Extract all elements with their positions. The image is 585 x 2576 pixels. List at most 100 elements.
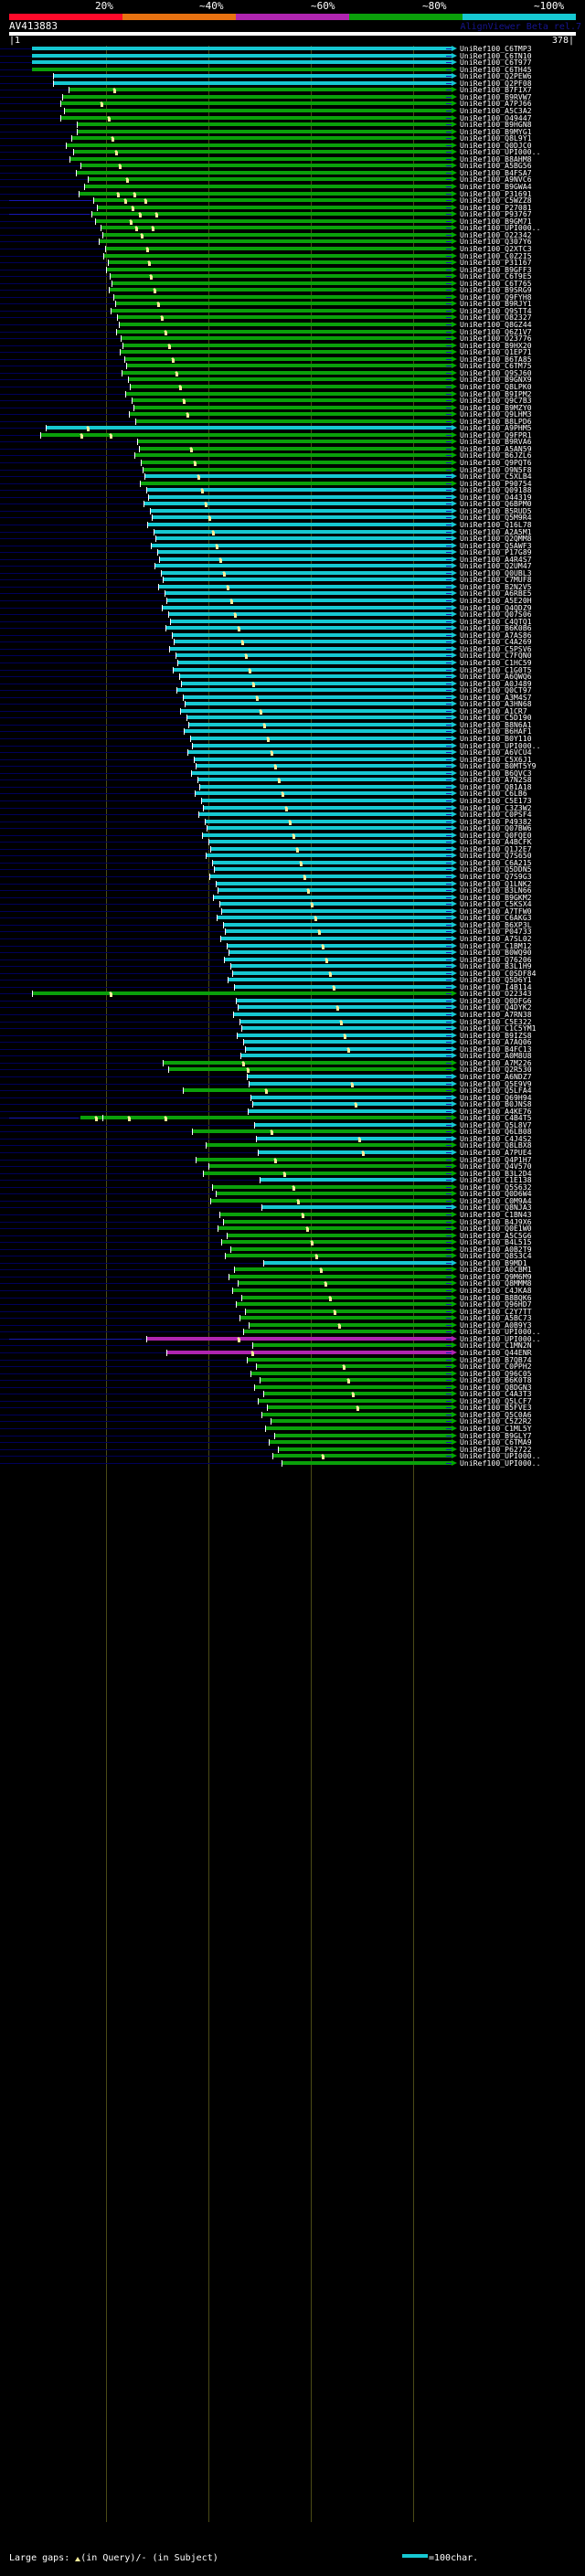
alignment-row[interactable]: UniRef100_A7TFW0 — [0, 907, 585, 916]
subject-label[interactable]: UniRef100_Q5D6Y1 — [460, 976, 532, 985]
subject-label[interactable]: UniRef100_Q5LFA4 — [460, 1087, 532, 1096]
subject-label[interactable]: UniRef100_P04733 — [460, 928, 532, 937]
subject-label[interactable]: UniRef100_B9HX20 — [460, 341, 532, 350]
subject-label[interactable]: UniRef100_P49382 — [460, 817, 532, 826]
alignment-row[interactable]: UniRef100_A3M4S7 — [0, 694, 585, 702]
hsp-bar[interactable] — [180, 708, 452, 713]
subject-label[interactable]: UniRef100_A7PJ66 — [460, 100, 532, 109]
subject-label[interactable]: UniRef100_Q07BW6 — [460, 824, 532, 833]
subject-label[interactable]: UniRef100_B8AHM8 — [460, 154, 532, 164]
hsp-bar[interactable] — [219, 902, 452, 906]
hsp-bar[interactable] — [66, 143, 452, 147]
subject-label[interactable]: UniRef100_Q7S650 — [460, 852, 532, 861]
alignment-row[interactable]: UniRef100_Q0CT97 — [0, 686, 585, 694]
subject-label[interactable]: UniRef100_Q69H94 — [460, 1093, 532, 1102]
hsp-bar[interactable] — [122, 370, 452, 375]
hsp-bar[interactable] — [147, 522, 452, 526]
subject-label[interactable]: UniRef100_O82327 — [460, 313, 532, 323]
hsp-bar[interactable] — [168, 1067, 452, 1072]
alignment-row[interactable]: UniRef100_C0PSF4 — [0, 811, 585, 819]
alignment-row[interactable]: UniRef100_C1BN43 — [0, 1211, 585, 1219]
hsp-bar[interactable] — [230, 1246, 452, 1251]
alignment-row[interactable]: UniRef100_Q07S06 — [0, 610, 585, 619]
subject-label[interactable]: UniRef100_Q0UBL3 — [460, 568, 532, 578]
alignment-row[interactable]: UniRef100_A6RBE5 — [0, 589, 585, 599]
subject-label[interactable]: UniRef100_Q1LNK2 — [460, 879, 532, 888]
hsp-bar[interactable] — [165, 626, 452, 631]
subject-label[interactable]: UniRef100_A6QWQ6 — [460, 673, 532, 682]
subject-label[interactable]: UniRef100_Q8MMM8 — [460, 1279, 532, 1288]
hsp-bar[interactable] — [80, 1116, 452, 1120]
subject-label[interactable]: UniRef100_O23776 — [460, 334, 532, 344]
hsp-bar[interactable] — [243, 1040, 452, 1044]
hsp-bar[interactable] — [199, 784, 452, 789]
alignment-row[interactable]: UniRef100_Q8LPK0 — [0, 383, 585, 391]
alignment-row[interactable]: UniRef100_A7RN38 — [0, 1011, 585, 1019]
alignment-row[interactable]: UniRef100_A2A5M1 — [0, 528, 585, 536]
alignment-row[interactable]: UniRef100_Q5LFA4 — [0, 1087, 585, 1096]
alignment-row[interactable]: UniRef100_Q6Z1V7 — [0, 328, 585, 336]
subject-label[interactable]: UniRef100_B9RJY1 — [460, 300, 532, 309]
alignment-row[interactable]: UniRef100_C7MUF8 — [0, 576, 585, 584]
hsp-bar[interactable] — [274, 1433, 452, 1437]
subject-label[interactable]: UniRef100_C6TH45 — [460, 65, 532, 74]
alignment-row[interactable]: UniRef100_C6A215 — [0, 859, 585, 867]
alignment-row[interactable]: UniRef100_Q5LCF7 — [0, 1397, 585, 1405]
hsp-bar[interactable] — [174, 640, 452, 644]
hsp-bar[interactable] — [163, 1060, 452, 1065]
subject-label[interactable]: UniRef100_B9GM71 — [460, 217, 532, 226]
alignment-row[interactable]: UniRef100_B9MD1 — [0, 1259, 585, 1267]
alignment-row[interactable]: UniRef100_A7M226 — [0, 1058, 585, 1067]
hsp-bar[interactable] — [170, 619, 452, 623]
subject-label[interactable]: UniRef100_C1HC59 — [460, 658, 532, 667]
alignment-row[interactable]: UniRef100_C6LB6 — [0, 790, 585, 798]
hsp-bar[interactable] — [184, 729, 452, 734]
alignment-row[interactable]: UniRef100_Q307Y6 — [0, 238, 585, 246]
subject-label[interactable]: UniRef100_Q0D6W4 — [460, 1190, 532, 1199]
alignment-row[interactable]: UniRef100_C1C5YM1 — [0, 1024, 585, 1033]
hsp-bar[interactable] — [236, 1302, 452, 1307]
hsp-bar[interactable] — [202, 832, 452, 837]
subject-label[interactable]: UniRef100_Q6BPM0 — [460, 500, 532, 509]
hsp-bar[interactable] — [218, 1226, 452, 1231]
hsp-bar[interactable] — [69, 88, 452, 92]
subject-label[interactable]: UniRef100_Q4P1H7 — [460, 1155, 532, 1164]
subject-label[interactable]: UniRef100_Q8LBX8 — [460, 1141, 532, 1150]
subject-label[interactable]: UniRef100_O22342 — [460, 230, 532, 239]
hsp-bar[interactable] — [165, 591, 452, 596]
subject-label[interactable]: UniRef100_B6K0T8 — [460, 1376, 532, 1385]
hsp-bar[interactable] — [77, 129, 452, 133]
subject-label[interactable]: UniRef100_Q9FYH8 — [460, 292, 532, 302]
alignment-row[interactable]: UniRef100_B5FVE3 — [0, 1404, 585, 1412]
subject-label[interactable]: UniRef100_A0J489 — [460, 679, 532, 688]
subject-label[interactable]: UniRef100_O44319 — [460, 493, 532, 502]
alignment-row[interactable]: UniRef100_C6T9E5 — [0, 272, 585, 281]
hsp-bar[interactable] — [122, 343, 452, 347]
subject-label[interactable]: UniRef100_A7M226 — [460, 1058, 532, 1067]
alignment-row[interactable]: UniRef100_P17G89 — [0, 548, 585, 557]
hsp-bar[interactable] — [187, 750, 452, 755]
alignment-row[interactable]: UniRef100_Q5AWF3 — [0, 542, 585, 550]
subject-label[interactable]: UniRef100_C4B4T5 — [460, 1114, 532, 1123]
alignment-row[interactable]: UniRef100_B9GNX9 — [0, 376, 585, 384]
subject-label[interactable]: UniRef100_C0SDF84 — [460, 969, 537, 978]
subject-label[interactable]: UniRef100_A6RBE5 — [460, 589, 532, 599]
subject-label[interactable]: UniRef100_C1BM12 — [460, 941, 532, 950]
alignment-row[interactable]: UniRef100_C1ML5Y — [0, 1425, 585, 1433]
hsp-bar[interactable] — [249, 1081, 452, 1086]
subject-label[interactable]: UniRef100_B9MZY0 — [460, 403, 532, 412]
hsp-bar[interactable] — [124, 356, 452, 361]
alignment-row[interactable]: UniRef100_Q8MMM8 — [0, 1279, 585, 1288]
subject-label[interactable]: UniRef100_B0WQ90 — [460, 949, 532, 958]
alignment-row[interactable]: UniRef100_Q6BPM0 — [0, 500, 585, 509]
hsp-bar[interactable] — [256, 1364, 452, 1369]
alignment-row[interactable]: UniRef100_C7FQN0 — [0, 652, 585, 660]
subject-label[interactable]: UniRef100_C4JKA8 — [460, 1287, 532, 1295]
alignment-row[interactable]: UniRef100_B5RUD5 — [0, 507, 585, 515]
hsp-bar[interactable] — [219, 1212, 452, 1216]
hsp-bar[interactable] — [140, 481, 452, 485]
hsp-bar[interactable] — [214, 867, 452, 872]
alignment-row[interactable]: UniRef100_A4BCFK — [0, 838, 585, 846]
hsp-bar[interactable] — [206, 1143, 452, 1148]
subject-label[interactable]: UniRef100_A5C3A2 — [460, 106, 532, 115]
